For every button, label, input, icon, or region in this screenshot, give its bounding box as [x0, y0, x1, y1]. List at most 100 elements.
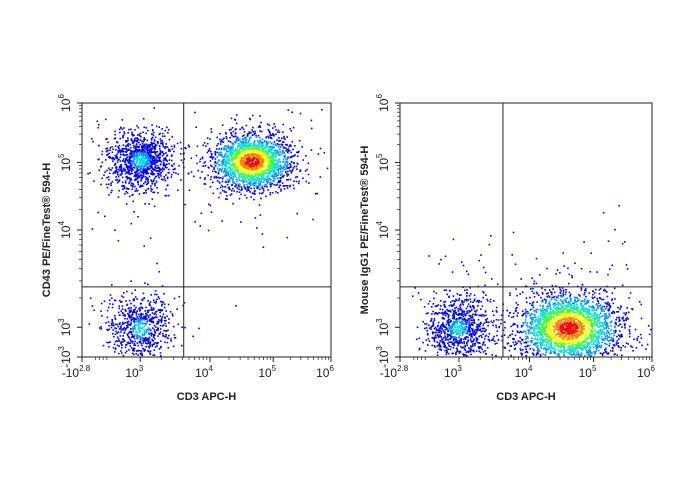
- event-dot: [278, 137, 280, 139]
- event-dot: [139, 139, 142, 141]
- event-dot: [148, 336, 151, 339]
- event-dot: [238, 169, 241, 171]
- event-dot: [241, 152, 244, 154]
- event-dot: [279, 168, 282, 171]
- event-dot: [125, 154, 128, 156]
- event-dot: [461, 301, 463, 303]
- event-dot: [250, 142, 252, 145]
- event-dot: [141, 156, 144, 159]
- event-dot: [244, 163, 247, 165]
- event-dot: [484, 349, 486, 352]
- event-dot: [114, 327, 116, 329]
- event-dot: [629, 332, 631, 335]
- event-dot: [234, 133, 237, 135]
- event-dot: [248, 158, 250, 161]
- event-dot: [163, 306, 166, 309]
- event-dot: [246, 171, 249, 174]
- event-dot: [144, 145, 146, 147]
- event-dot: [126, 334, 129, 337]
- event-dot: [134, 138, 136, 140]
- event-dot: [151, 312, 154, 314]
- event-dot: [137, 134, 139, 136]
- event-dot: [149, 145, 152, 147]
- event-dot: [220, 154, 222, 157]
- event-dot: [153, 107, 156, 109]
- event-dot: [105, 183, 108, 186]
- event-dot: [259, 130, 261, 132]
- event-dot: [220, 176, 222, 179]
- event-dot: [238, 151, 241, 153]
- event-dot: [217, 151, 220, 154]
- event-dot: [154, 175, 157, 178]
- event-dot: [267, 165, 269, 168]
- event-dot: [279, 181, 282, 183]
- event-dot: [458, 350, 461, 353]
- event-dot: [482, 290, 484, 293]
- event-dot: [158, 297, 161, 300]
- event-dot: [223, 148, 225, 151]
- event-dot: [515, 307, 517, 310]
- event-dot: [248, 138, 251, 141]
- event-dot: [445, 338, 447, 341]
- event-dot: [166, 315, 168, 318]
- event-dot: [128, 307, 131, 309]
- event-dot: [180, 179, 182, 181]
- event-dot: [150, 306, 153, 309]
- event-dot: [267, 180, 270, 183]
- event-dot: [555, 285, 557, 287]
- event-dot: [108, 328, 110, 331]
- event-dot: [492, 314, 495, 317]
- event-dot: [231, 147, 233, 150]
- event-dot: [177, 173, 180, 175]
- event-dot: [152, 159, 154, 162]
- event-dot: [455, 338, 458, 341]
- event-dot: [130, 139, 133, 142]
- event-dot: [180, 159, 183, 161]
- event-dot: [145, 313, 147, 315]
- event-dot: [254, 157, 256, 159]
- event-dot: [159, 328, 162, 330]
- event-dot: [452, 332, 454, 335]
- event-dot: [291, 111, 293, 113]
- event-dot: [603, 288, 606, 291]
- event-dot: [275, 175, 277, 178]
- event-dot: [254, 167, 256, 169]
- event-dot: [459, 351, 462, 353]
- event-dot: [159, 169, 161, 172]
- event-dot: [141, 165, 144, 167]
- event-dot: [151, 173, 153, 176]
- event-dot: [184, 326, 186, 329]
- event-dot: [134, 171, 136, 173]
- event-dot: [146, 150, 149, 153]
- event-dot: [216, 162, 218, 165]
- event-dot: [276, 173, 278, 176]
- event-dot: [143, 143, 146, 146]
- event-dot: [547, 292, 549, 294]
- event-dot: [150, 187, 152, 190]
- event-dot: [452, 323, 455, 325]
- event-dot: [164, 147, 166, 150]
- event-dot: [495, 309, 498, 312]
- event-dot: [266, 152, 268, 154]
- event-dot: [253, 158, 255, 161]
- event-dot: [143, 339, 146, 341]
- event-dot: [129, 309, 131, 312]
- event-dot: [469, 325, 471, 328]
- event-dot: [458, 299, 460, 302]
- event-dot: [230, 193, 233, 195]
- event-dot: [297, 182, 300, 185]
- event-dot: [448, 341, 451, 343]
- event-dot: [148, 328, 150, 331]
- event-dot: [188, 146, 190, 148]
- event-dot: [145, 143, 148, 146]
- event-dot: [519, 293, 521, 295]
- event-dot: [228, 162, 230, 164]
- event-dot: [129, 317, 131, 319]
- event-dot: [101, 177, 103, 180]
- event-dot: [454, 331, 457, 334]
- event-dot: [431, 313, 433, 315]
- event-dot: [596, 271, 598, 273]
- event-dot: [466, 310, 468, 313]
- event-dot: [256, 140, 259, 142]
- event-dot: [154, 152, 157, 155]
